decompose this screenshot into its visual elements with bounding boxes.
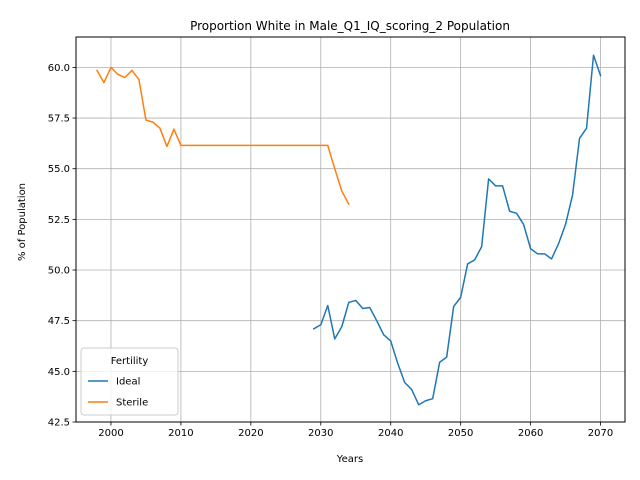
x-tick-label: 2000 bbox=[98, 428, 123, 439]
x-tick-label: 2020 bbox=[238, 428, 263, 439]
y-tick-label: 52.5 bbox=[48, 215, 70, 226]
x-tick-label: 2050 bbox=[448, 428, 473, 439]
legend-label-sterile: Sterile bbox=[116, 398, 148, 409]
y-tick-label: 57.5 bbox=[48, 114, 70, 125]
plot-frame bbox=[75, 36, 626, 423]
legend-items: Ideal Sterile bbox=[88, 377, 148, 409]
x-tick-label: 2060 bbox=[518, 428, 543, 439]
legend: Fertility Ideal Sterile bbox=[80, 347, 179, 416]
y-tick-label: 45.0 bbox=[48, 367, 70, 378]
x-tick-label: 2030 bbox=[308, 428, 333, 439]
series-line-ideal bbox=[312, 54, 602, 406]
y-tick-label: 60.0 bbox=[48, 63, 70, 74]
y-tick-label: 55.0 bbox=[48, 164, 70, 175]
x-tick-label: 2010 bbox=[168, 428, 193, 439]
series-layer bbox=[95, 54, 602, 406]
series-line-sterile bbox=[95, 66, 350, 206]
x-axis: 2000 2010 2020 2030 2040 2050 2060 2070 bbox=[98, 422, 613, 439]
legend-title: Fertility bbox=[111, 356, 149, 367]
y-tick-label: 42.5 bbox=[48, 418, 70, 429]
legend-label-ideal: Ideal bbox=[116, 377, 140, 388]
x-tick-label: 2040 bbox=[378, 428, 403, 439]
y-axis: 42.5 45.0 47.5 50.0 52.5 55.0 57.5 60.0 bbox=[48, 63, 76, 429]
y-tick-label: 47.5 bbox=[48, 316, 70, 327]
y-tick-label: 50.0 bbox=[48, 266, 70, 277]
legend-box bbox=[80, 347, 179, 416]
chart-title: Proportion White in Male_Q1_IQ_scoring_2… bbox=[190, 19, 510, 33]
x-tick-label: 2070 bbox=[588, 428, 613, 439]
x-axis-label: Years bbox=[336, 454, 363, 465]
y-axis-label: % of Population bbox=[17, 183, 28, 261]
